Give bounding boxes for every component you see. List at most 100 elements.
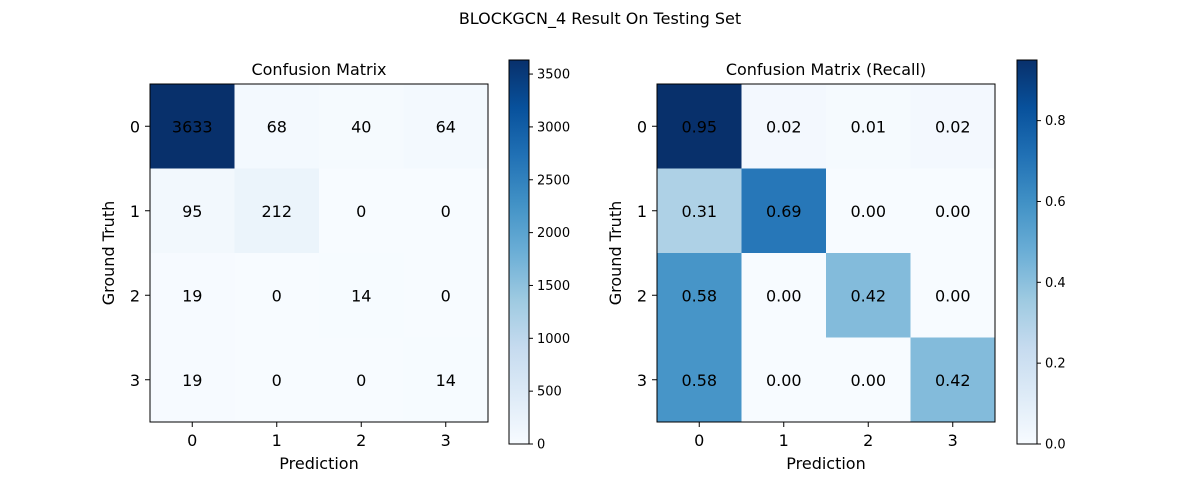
heatmap-cell — [657, 337, 742, 423]
cell-value-label: 19 — [182, 286, 202, 305]
y-axis-label: Ground Truth — [99, 201, 118, 306]
colorbar-tick-label: 1500 — [537, 279, 570, 294]
heatmap-cell — [403, 337, 489, 423]
heatmap-cell — [403, 253, 489, 338]
colorbar-tick-label: 3000 — [537, 120, 570, 135]
cell-value-label: 0 — [441, 286, 451, 305]
plot-frame — [149, 83, 489, 423]
heatmap-cell — [910, 337, 996, 423]
heatmap-cell — [826, 253, 911, 338]
cell-value-label: 64 — [436, 117, 456, 136]
colorbar-tick-label: 0.8 — [1045, 114, 1066, 129]
figure-suptitle: BLOCKGCN_4 Result On Testing Set — [459, 9, 741, 29]
y-axis-label: Ground Truth — [606, 201, 625, 306]
cell-value-label: 0.00 — [935, 286, 971, 305]
cell-value-label: 0 — [356, 371, 366, 390]
colorbar-tick-label: 1000 — [537, 332, 570, 347]
heatmap-cell — [234, 253, 320, 338]
x-tick-label: 3 — [948, 431, 958, 450]
colorbar-tick-label: 0.2 — [1045, 357, 1066, 372]
cell-value-label: 0.02 — [766, 117, 802, 136]
cell-value-label: 40 — [351, 117, 371, 136]
colorbar-tick-label: 500 — [537, 385, 562, 400]
cell-value-label: 14 — [351, 286, 371, 305]
colorbar-tick-label: 0 — [537, 438, 545, 453]
cell-value-label: 0.95 — [681, 117, 717, 136]
cell-value-label: 0.02 — [935, 117, 971, 136]
heatmap-cell — [234, 168, 320, 254]
colorbar-tick-label: 3500 — [537, 68, 570, 83]
heatmap-cell — [826, 84, 911, 169]
x-tick-label: 1 — [779, 431, 789, 450]
colorbar — [508, 59, 530, 445]
cell-value-label: 0.00 — [850, 202, 886, 221]
heatmap-cell — [150, 337, 235, 423]
x-tick-label: 3 — [441, 431, 451, 450]
confusion-matrix-counts: 3633 68 40 64 95 212 0 0 19 0 14 0 19 0 0 14 0 1 2 3 0 1 2 3 Con… — [99, 59, 570, 473]
colorbar-tick-label: 0.0 — [1045, 438, 1066, 453]
heatmap-cell — [657, 168, 742, 254]
x-axis-label: Prediction — [786, 454, 865, 473]
x-tick-label: 0 — [694, 431, 704, 450]
colorbar-tick-label: 0.6 — [1045, 195, 1066, 210]
x-tick-label: 2 — [863, 431, 873, 450]
cell-value-label: 0.00 — [935, 202, 971, 221]
cell-value-label: 0 — [441, 202, 451, 221]
cell-value-label: 0.00 — [766, 371, 802, 390]
cell-value-label: 19 — [182, 371, 202, 390]
heatmap-cell — [741, 253, 827, 338]
heatmap-cell — [657, 84, 742, 169]
y-tick-label: 2 — [637, 286, 647, 305]
heatmap-cell — [657, 253, 742, 338]
heatmap-cell — [826, 337, 911, 423]
heatmap-cell — [319, 337, 404, 423]
cell-value-label: 68 — [267, 117, 287, 136]
x-tick-label: 2 — [356, 431, 366, 450]
y-tick-label: 0 — [637, 117, 647, 136]
heatmap-cell — [910, 253, 996, 338]
heatmap-cell — [826, 168, 911, 254]
heatmap-cell — [403, 168, 489, 254]
y-tick-label: 3 — [637, 371, 647, 390]
y-tick-label: 2 — [130, 286, 140, 305]
heatmap-cell — [234, 84, 320, 169]
colorbar — [1016, 59, 1038, 445]
cell-value-label: 0.42 — [850, 286, 886, 305]
chart-title: Confusion Matrix — [251, 60, 386, 79]
x-axis-label: Prediction — [279, 454, 358, 473]
heatmap-cell — [741, 168, 827, 254]
chart-title: Confusion Matrix (Recall) — [726, 60, 926, 79]
cell-value-label: 212 — [261, 202, 292, 221]
heatmap-cell — [319, 253, 404, 338]
cell-value-label: 0.58 — [681, 286, 717, 305]
colorbar-tick-label: 0.4 — [1045, 276, 1066, 291]
heatmap-cell — [741, 337, 827, 423]
y-tick-label: 3 — [130, 371, 140, 390]
y-tick-label: 0 — [130, 117, 140, 136]
colorbar-tick-label: 2500 — [537, 173, 570, 188]
cell-value-label: 95 — [182, 202, 202, 221]
heatmap-cell — [150, 253, 235, 338]
cell-value-label: 0.00 — [850, 371, 886, 390]
x-tick-label: 0 — [187, 431, 197, 450]
heatmap-cell — [403, 84, 489, 169]
cell-value-label: 0.42 — [935, 371, 971, 390]
cell-value-label: 0 — [272, 371, 282, 390]
heatmap-cell — [150, 84, 235, 169]
x-tick-label: 1 — [272, 431, 282, 450]
cell-value-label: 0.69 — [766, 202, 802, 221]
cell-value-label: 0.31 — [681, 202, 717, 221]
heatmap-cell — [910, 84, 996, 169]
cell-value-label: 0.00 — [766, 286, 802, 305]
heatmap-cell — [150, 168, 235, 254]
cell-value-label: 14 — [436, 371, 456, 390]
cell-value-label: 0 — [356, 202, 366, 221]
cell-value-label: 0.58 — [681, 371, 717, 390]
heatmap-cell — [319, 168, 404, 254]
y-tick-label: 1 — [130, 202, 140, 221]
heatmap-cell — [910, 168, 996, 254]
cell-value-label: 3633 — [172, 117, 213, 136]
confusion-matrix-recall: 0.95 0.02 0.0 1 0.02 0.31 0.69 0.00 0.00 0.58 0.00… — [606, 59, 1066, 473]
heatmap-cell — [741, 84, 827, 169]
colorbar-tick-label: 2000 — [537, 226, 570, 241]
